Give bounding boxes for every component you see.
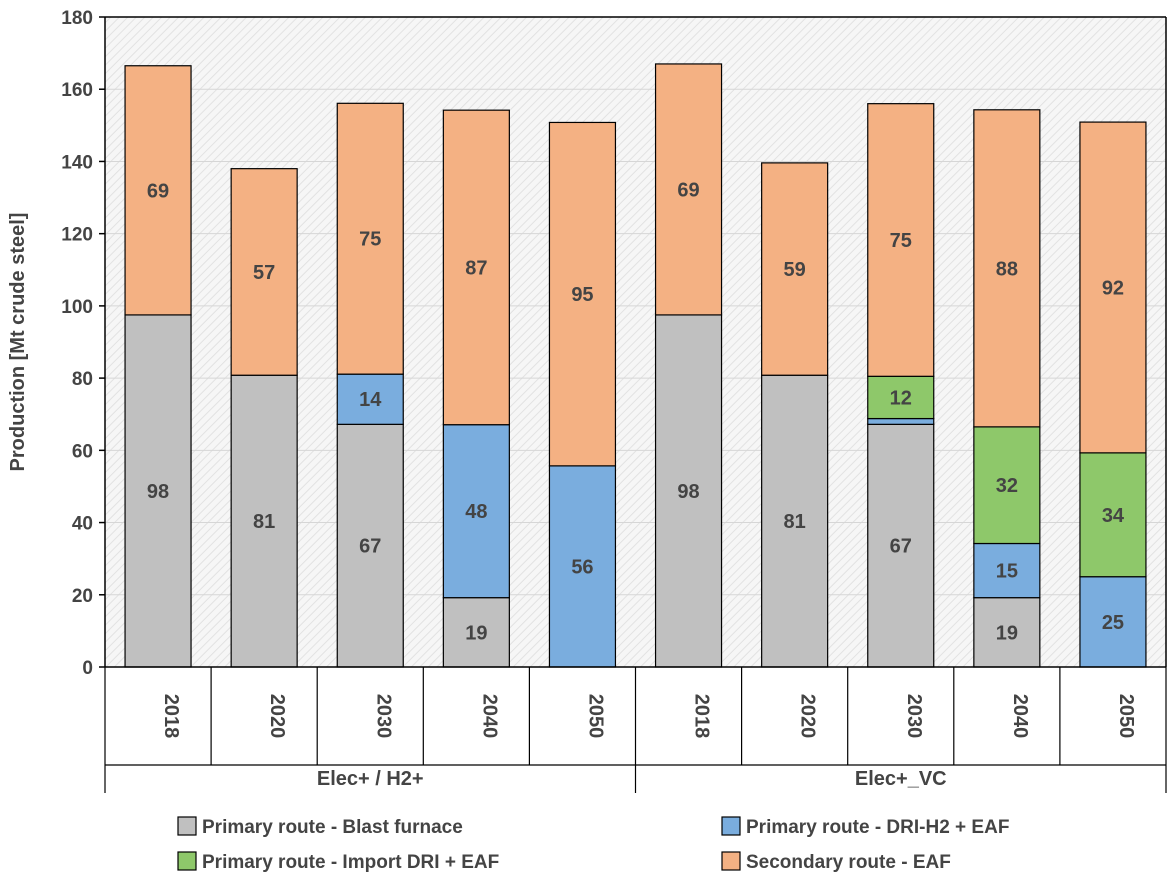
data-label: 56 <box>571 556 593 578</box>
data-label: 25 <box>1102 612 1124 634</box>
data-label: 34 <box>1102 505 1125 527</box>
bar-segment <box>867 103 935 377</box>
x-tick-label: 2020 <box>266 694 288 739</box>
y-tick-label: 0 <box>82 658 93 679</box>
data-label: 59 <box>784 259 806 281</box>
bar-segment <box>442 597 510 668</box>
data-label: 87 <box>465 257 487 279</box>
bar-segment <box>761 162 829 376</box>
bar-segment <box>230 168 298 376</box>
legend-swatch <box>721 816 741 836</box>
data-label: 14 <box>359 389 382 411</box>
y-tick-label: 120 <box>61 225 93 246</box>
data-label: 98 <box>677 481 699 503</box>
legend-swatch <box>177 816 197 836</box>
bar-segment <box>124 65 192 316</box>
bar-segment <box>867 375 935 420</box>
data-label: 67 <box>890 536 912 558</box>
bar-segment <box>1079 121 1147 454</box>
data-label: 57 <box>253 262 275 284</box>
bar-segment <box>1079 576 1147 668</box>
data-label: 92 <box>1102 277 1124 299</box>
data-label: 32 <box>996 475 1018 497</box>
bar-segment <box>973 542 1041 599</box>
x-tick-label: 2040 <box>478 694 500 739</box>
y-tick-label: 160 <box>61 80 93 101</box>
bar-segment <box>548 465 617 668</box>
bar-segment <box>336 102 404 375</box>
x-tick-label: 2018 <box>691 694 713 739</box>
data-label: 75 <box>890 230 912 252</box>
bar-segment <box>867 423 935 668</box>
bar-segment <box>1079 452 1147 578</box>
x-tick-label: 2050 <box>1115 694 1137 739</box>
legend-swatch <box>177 851 197 871</box>
y-tick-label: 180 <box>61 8 93 29</box>
data-label: 88 <box>996 258 1018 280</box>
x-tick-label: 2020 <box>797 694 819 739</box>
data-label: 75 <box>359 229 381 251</box>
data-label: 98 <box>147 481 169 503</box>
x-tick-label: 2040 <box>1009 694 1031 739</box>
data-label: 69 <box>147 180 169 202</box>
x-tick-label: 2018 <box>160 694 182 739</box>
legend-entry: Primary route - DRI-H2 + EAF <box>746 817 1009 838</box>
x-group-label: Elec+ / H2+ <box>317 768 424 790</box>
data-label: 69 <box>677 179 699 201</box>
x-tick-label: 2050 <box>584 694 606 739</box>
legend-entry: Primary route - Blast furnace <box>202 817 463 838</box>
y-axis-label: Production [Mt crude steel] <box>7 213 29 472</box>
y-tick-label: 80 <box>72 369 93 390</box>
legend-swatch <box>721 851 741 871</box>
y-tick-label: 40 <box>72 514 93 535</box>
x-tick-label: 2030 <box>372 694 394 739</box>
bar-segment <box>124 314 192 668</box>
legend-entry: Secondary route - EAF <box>746 852 951 873</box>
bar-segment <box>867 417 935 425</box>
x-group-label: Elec+_VC <box>855 768 947 790</box>
y-tick-label: 60 <box>72 441 93 462</box>
data-label: 19 <box>996 622 1018 644</box>
data-label: 15 <box>996 561 1018 583</box>
legend-entry: Primary route - Import DRI + EAF <box>202 852 499 873</box>
bar-segment <box>654 63 723 316</box>
x-tick-label: 2030 <box>903 694 925 739</box>
bar-segment <box>973 426 1041 545</box>
bar-segment <box>973 109 1041 428</box>
bar-segment <box>548 121 617 467</box>
y-tick-label: 100 <box>61 297 93 318</box>
data-label: 67 <box>359 536 381 558</box>
data-label: 48 <box>465 501 487 523</box>
data-label: 81 <box>253 511 275 533</box>
y-tick-label: 20 <box>72 586 93 607</box>
data-label: 81 <box>784 511 806 533</box>
y-tick-label: 140 <box>61 152 93 173</box>
data-label: 19 <box>465 622 487 644</box>
data-label: 12 <box>890 387 912 409</box>
data-label: 95 <box>571 284 593 306</box>
bar-segment <box>336 373 404 425</box>
bar-segment <box>442 109 510 426</box>
